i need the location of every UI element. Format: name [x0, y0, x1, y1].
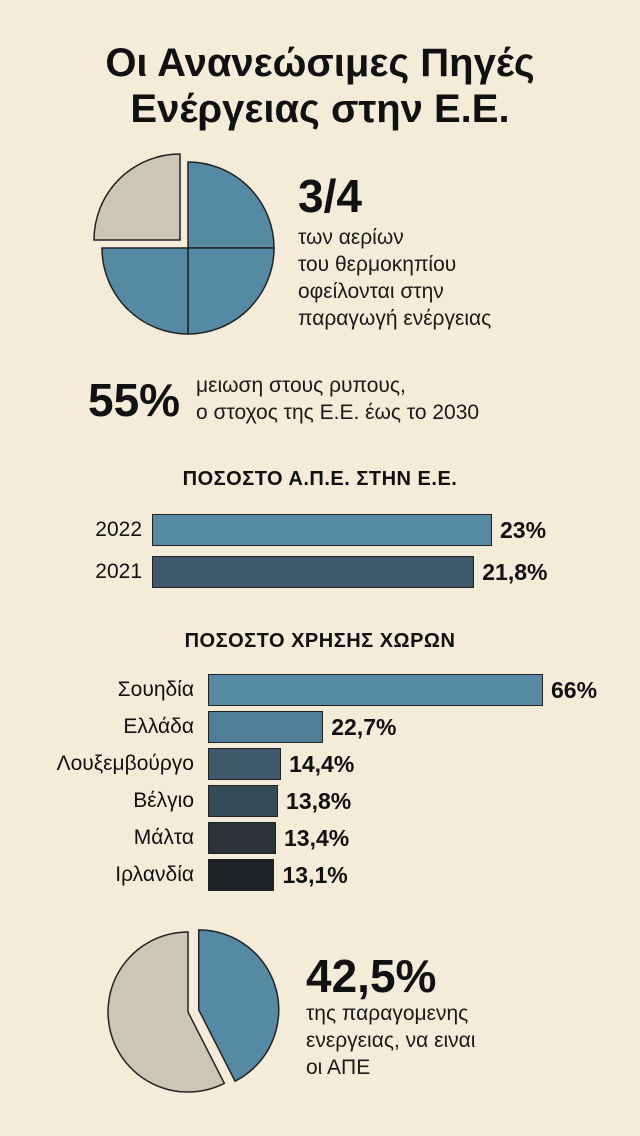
bar-value-label: 21,8%: [482, 559, 548, 585]
bar-label: 2021: [95, 560, 142, 583]
bar-value-label: 13,4%: [284, 825, 350, 851]
bar-label: Βέλγιο: [133, 789, 194, 812]
stat2-line-2: ο στοχος της Ε.Ε. έως το 2030: [196, 401, 480, 424]
bar: [208, 859, 275, 891]
bar: [208, 748, 282, 780]
page-title: Οι Ανανεώσιμες Πηγές Ενέργειας στην Ε.Ε.: [0, 40, 640, 132]
stat-three-quarters-text: των αερίων του θερμοκηπίου οφείλονται στ…: [298, 224, 491, 332]
bar: [208, 674, 543, 706]
bar-value-label: 22,7%: [331, 714, 397, 740]
pie2-slice-grey: [107, 931, 226, 1093]
bar: [208, 785, 279, 817]
stat-three-quarters-value: 3/4: [298, 170, 362, 222]
stat1-line-1: των αερίων: [298, 226, 404, 249]
bar-label: Λουξεμβούργο: [56, 752, 194, 775]
stat3-line-1: της παραγομενης: [306, 1002, 469, 1025]
title-line-1: Οι Ανανεώσιμες Πηγές: [105, 41, 535, 85]
bar-label: Μάλτα: [133, 826, 194, 849]
stat3-line-2: ενεργειας, να ειναι: [306, 1029, 476, 1052]
bar-value-label: 14,4%: [289, 751, 355, 777]
pie1-slice-blue-2: [187, 247, 275, 335]
bar-label: Ελλάδα: [123, 715, 194, 738]
stat1-line-2: του θερμοκηπίου: [298, 253, 457, 276]
bar: [208, 711, 324, 743]
res-share-title: ΠΟΣΟΣΤΟ Α.Π.Ε. ΣΤΗΝ Ε.Ε.: [182, 468, 458, 490]
pie2-slice-blue: [198, 929, 280, 1083]
stat-55-text: μειωση στους ρυπους, ο στοχος της Ε.Ε. έ…: [196, 372, 479, 426]
stat-42-value: 42,5%: [306, 950, 437, 1002]
bar: [152, 556, 475, 588]
bar: [152, 514, 492, 546]
stat-42-text: της παραγομενης ενεργειας, να ειναι οι Α…: [306, 1000, 475, 1081]
pie1-slice-blue-3: [101, 247, 189, 335]
pie1-slice-grey: [93, 153, 181, 241]
stat-55-value: 55%: [88, 374, 181, 426]
bar-label: Ιρλανδία: [115, 863, 194, 886]
bar-value-label: 13,8%: [286, 788, 352, 814]
bar: [208, 822, 276, 854]
pie1-slice-blue-1: [187, 161, 275, 249]
stat1-line-4: παραγωγή ενέργειας: [298, 307, 492, 330]
stat2-line-1: μειωση στους ρυπους,: [196, 374, 406, 397]
bar-value-label: 23%: [500, 517, 547, 543]
title-line-2: Ενέργειας στην Ε.Ε.: [130, 87, 510, 131]
bar-value-label: 66%: [551, 677, 598, 703]
land-use-title: ΠΟΣΟΣΤΟ ΧΡΗΣΗΣ ΧΩΡΩΝ: [184, 630, 456, 652]
bar-value-label: 13,1%: [282, 862, 348, 888]
stat1-line-3: οφείλονται στην: [298, 280, 444, 303]
stat3-line-3: οι ΑΠΕ: [306, 1056, 371, 1079]
bar-label: 2022: [95, 518, 142, 541]
bar-label: Σουηδία: [117, 678, 194, 701]
